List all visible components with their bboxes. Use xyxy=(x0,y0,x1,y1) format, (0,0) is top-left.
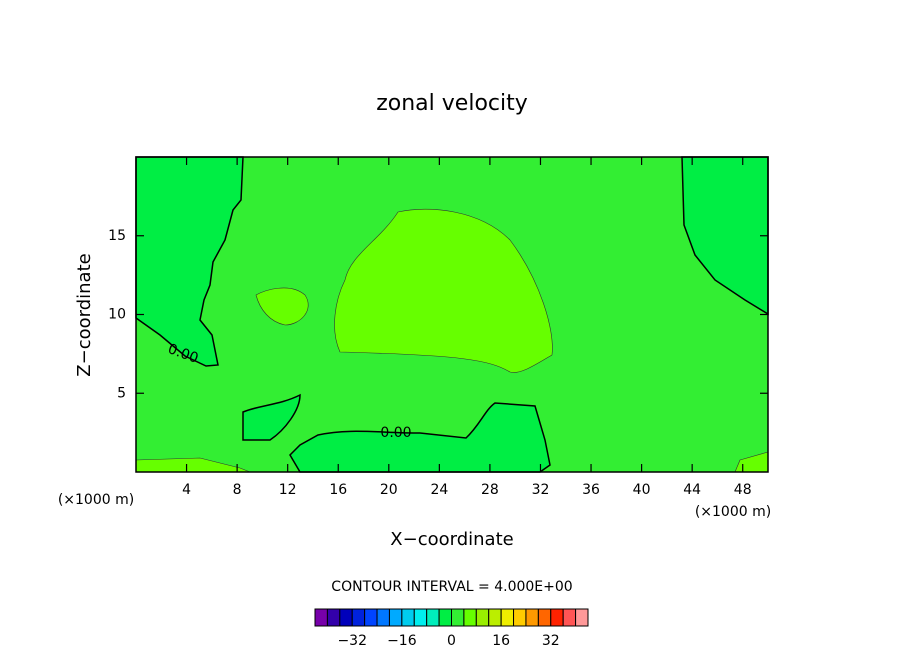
colorbar-box xyxy=(351,608,366,627)
x-tick-label: 44 xyxy=(683,482,701,498)
region xyxy=(242,393,301,441)
contour-fill xyxy=(135,156,769,473)
x-tick-label: 8 xyxy=(233,482,242,498)
region xyxy=(255,287,309,326)
x-axis-label: X−coordinate xyxy=(390,529,513,550)
colorbar-box xyxy=(475,608,490,627)
colorbar-box xyxy=(488,608,502,627)
colorbar-box xyxy=(550,608,564,627)
colorbar-box xyxy=(339,608,353,627)
y-tick-label: 5 xyxy=(117,385,126,401)
x-tick-label: 20 xyxy=(380,482,398,498)
y-axis-label: Z−coordinate xyxy=(74,253,95,376)
colorbar-tick-label: 16 xyxy=(492,633,510,649)
x-unit: (×1000 m) xyxy=(695,504,771,520)
region xyxy=(135,156,244,367)
x-tick-label: 36 xyxy=(582,482,600,498)
colorbar-box xyxy=(463,608,477,627)
y-unit: (×1000 m) xyxy=(58,492,134,508)
colorbar-tick-label: 0 xyxy=(447,633,456,649)
colorbar-tick-label: −16 xyxy=(387,633,417,649)
annotation: CONTOUR INTERVAL = 4.000E+00 xyxy=(331,579,572,595)
x-tick-label: 16 xyxy=(329,482,347,498)
colorbar-box xyxy=(438,608,453,627)
x-tick-label: 40 xyxy=(633,482,651,498)
x-tick-label: 28 xyxy=(481,482,499,498)
x-tick-label: 48 xyxy=(734,482,752,498)
colorbar-box xyxy=(413,608,428,627)
y-tick-label: 10 xyxy=(108,307,126,323)
colorbar-box xyxy=(575,608,589,627)
colorbar-box xyxy=(376,608,390,627)
chart-title: zonal velocity xyxy=(376,91,528,116)
colorbar-box xyxy=(401,608,415,627)
colorbar-box xyxy=(500,608,515,627)
colorbar-box xyxy=(314,608,328,627)
colorbar-box xyxy=(326,608,341,627)
region xyxy=(334,208,553,373)
colorbar-box xyxy=(451,608,465,627)
colorbar-tick-label: 32 xyxy=(542,633,560,649)
x-tick-label: 12 xyxy=(279,482,297,498)
x-tick-label: 32 xyxy=(532,482,550,498)
colorbar-box xyxy=(513,608,527,627)
colorbar-box xyxy=(364,608,378,627)
colorbar-box xyxy=(562,608,577,627)
colorbar-tick-label: −32 xyxy=(337,633,367,649)
colorbar-box xyxy=(388,608,403,627)
region xyxy=(289,402,551,473)
colorbar-box xyxy=(525,608,539,627)
contour-label: 0.00 xyxy=(380,425,411,441)
y-tick-label: 15 xyxy=(108,228,126,244)
x-tick-label: 24 xyxy=(430,482,448,498)
colorbar-box xyxy=(537,608,552,627)
x-tick-label: 4 xyxy=(182,482,191,498)
colorbar-box xyxy=(426,608,440,627)
